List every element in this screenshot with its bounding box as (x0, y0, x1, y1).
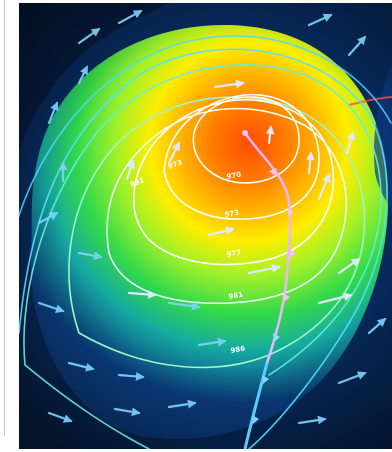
isobar-label: 981 (228, 291, 244, 301)
isobar-981 (106, 107, 348, 305)
front-line (242, 130, 296, 449)
isobar-986 (68, 96, 366, 369)
isobar-973 (163, 93, 320, 220)
jet-streak (348, 96, 392, 106)
isobar-label: 986 (230, 345, 246, 355)
isobar-outer-3 (19, 35, 392, 219)
isobar-outer-2 (19, 48, 388, 449)
isobar-label: 977 (226, 249, 242, 259)
isobar-label: 970 (226, 171, 242, 181)
weather-map[interactable]: 970 973 977 981 986 973 981 (19, 3, 392, 449)
left-divider (4, 0, 5, 436)
wind-arrows (37, 9, 387, 425)
isobar-label: 973 (224, 209, 240, 219)
isobar-970 (192, 96, 300, 184)
storm-satellite-overlay: 970 973 977 981 986 973 981 (19, 3, 392, 449)
isobar-977 (132, 99, 335, 266)
